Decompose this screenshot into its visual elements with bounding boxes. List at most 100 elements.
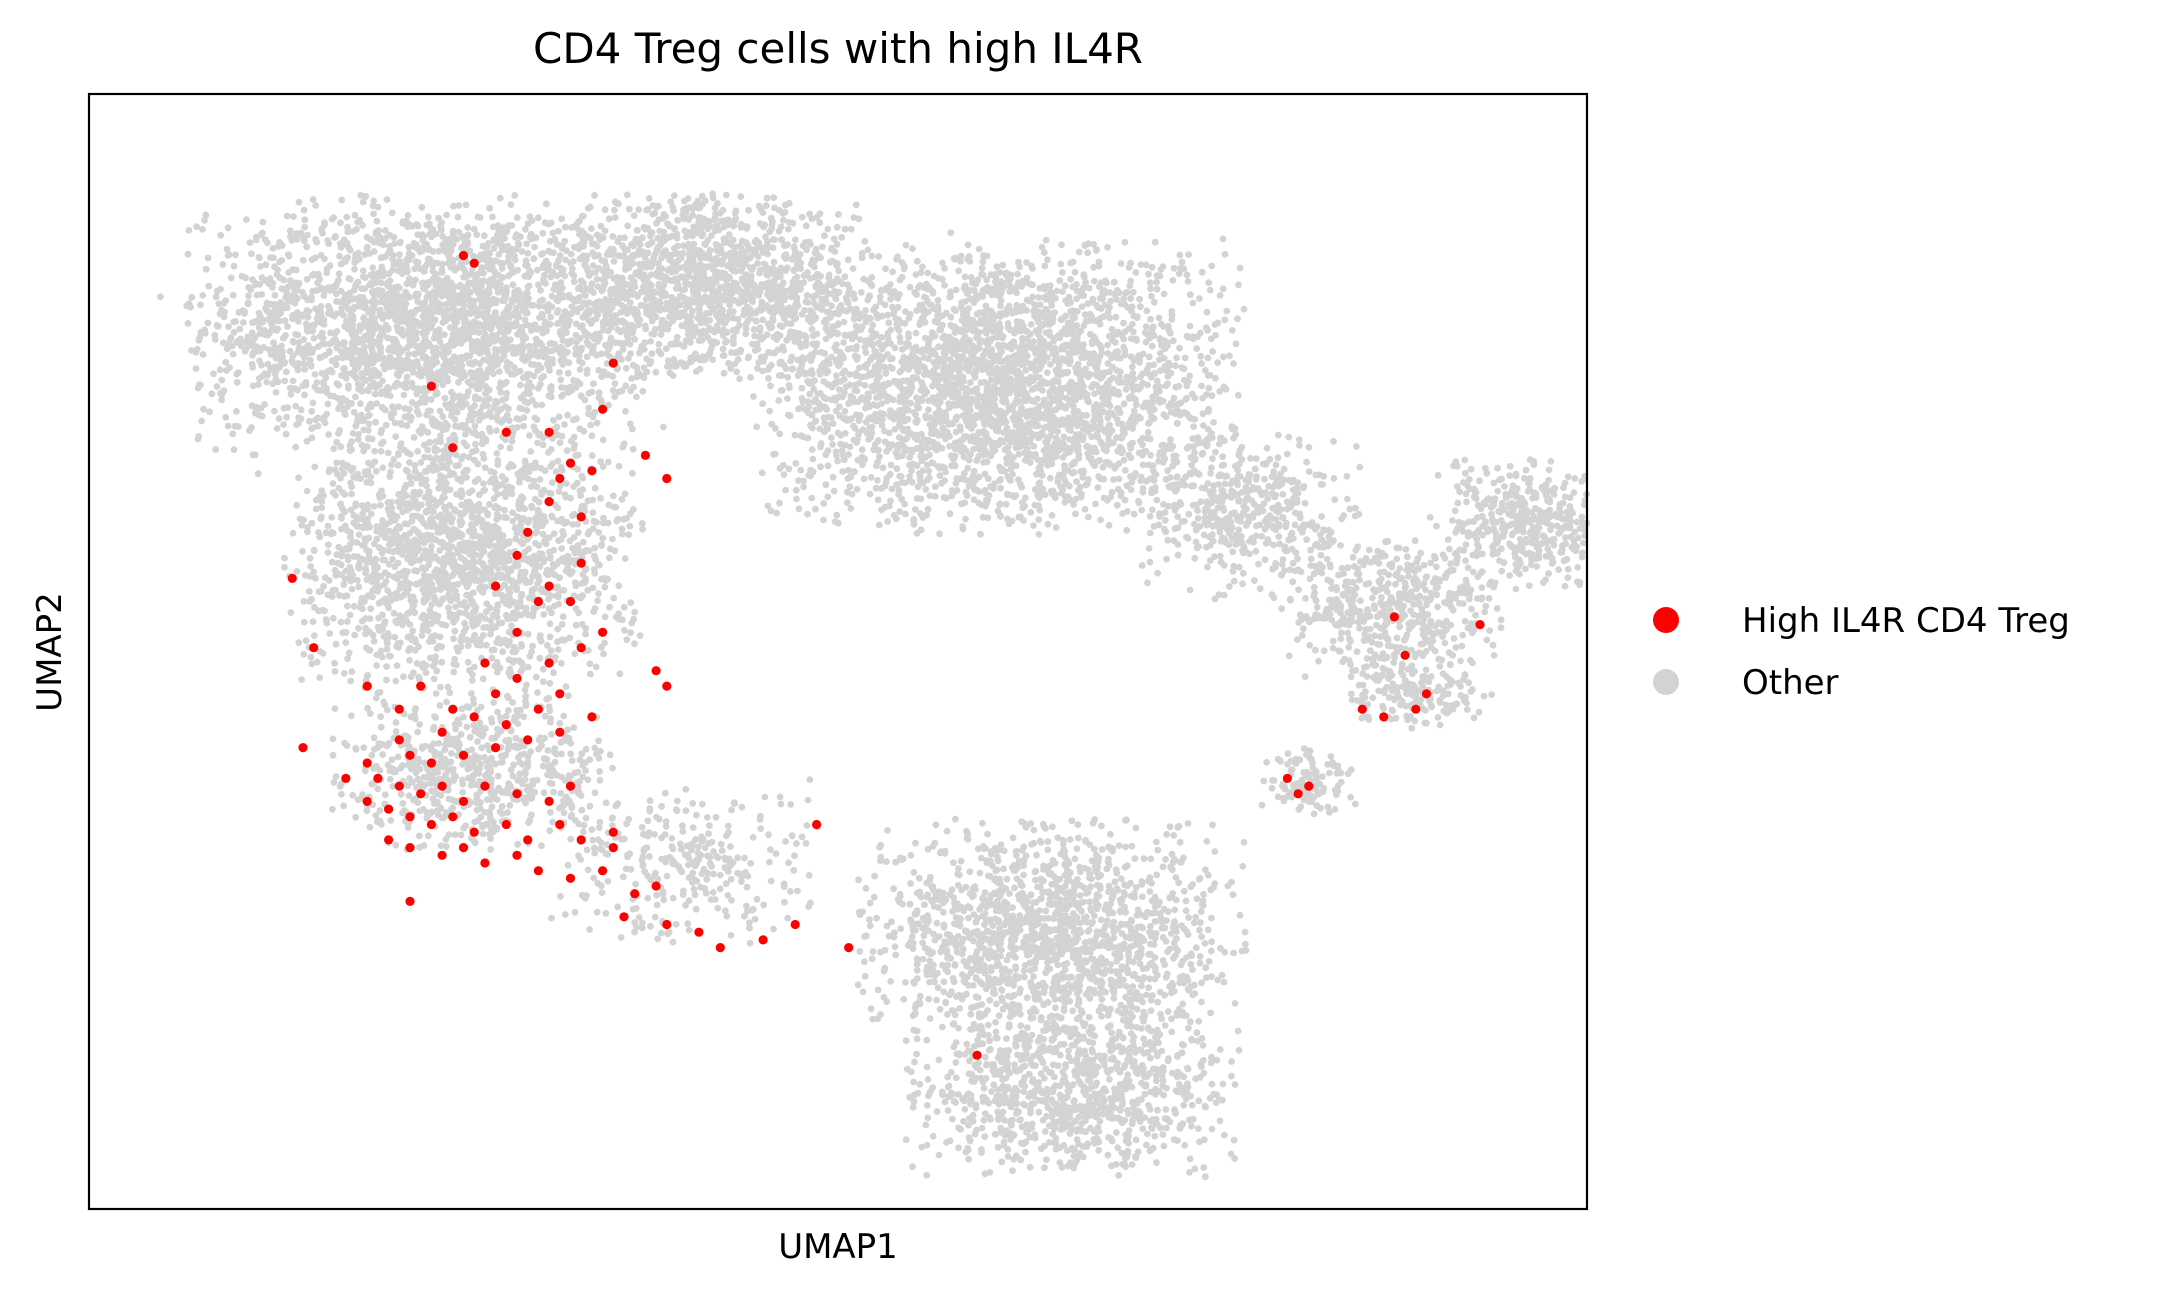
other-cell-point bbox=[457, 339, 465, 347]
other-cell-point bbox=[264, 239, 271, 247]
other-cell-point bbox=[783, 336, 791, 344]
other-cell-point bbox=[802, 298, 810, 306]
other-cell-point bbox=[243, 216, 250, 224]
other-cell-point bbox=[906, 283, 914, 291]
other-cell-point bbox=[538, 310, 546, 318]
other-cell-point bbox=[460, 398, 467, 406]
other-cell-point bbox=[347, 246, 354, 254]
other-cell-point bbox=[300, 360, 308, 368]
other-cell-point bbox=[310, 322, 318, 329]
other-cell-point bbox=[590, 380, 597, 387]
other-cell-point bbox=[337, 287, 345, 295]
other-cell-point bbox=[512, 296, 520, 304]
other-cell-point bbox=[217, 231, 225, 239]
other-cell-point bbox=[418, 203, 426, 211]
other-cell-point bbox=[336, 427, 344, 434]
other-cell-point bbox=[284, 323, 291, 330]
other-cell-point bbox=[297, 406, 305, 414]
other-cell-point bbox=[633, 316, 641, 324]
other-cell-point bbox=[398, 347, 406, 354]
other-cell-point bbox=[272, 389, 280, 396]
other-cell-point bbox=[345, 382, 352, 390]
other-cell-point bbox=[653, 203, 661, 211]
other-cell-point bbox=[602, 371, 610, 379]
other-cell-point bbox=[519, 374, 527, 382]
other-cell-point bbox=[558, 215, 566, 223]
other-cell-point bbox=[1054, 428, 1061, 435]
other-cell-point bbox=[616, 234, 624, 242]
other-cell-point bbox=[689, 324, 697, 332]
other-cell-point bbox=[967, 379, 974, 386]
other-cell-point bbox=[337, 348, 345, 355]
other-cell-point bbox=[369, 264, 377, 271]
other-cell-point bbox=[722, 282, 730, 290]
other-cell-point bbox=[487, 258, 494, 265]
other-cell-point bbox=[222, 358, 230, 366]
other-cell-point bbox=[414, 222, 422, 230]
other-cell-point bbox=[425, 213, 432, 221]
other-cell-point bbox=[339, 395, 346, 402]
other-cell-point bbox=[388, 209, 396, 217]
other-cell-point bbox=[343, 255, 350, 263]
other-cell-point bbox=[263, 378, 271, 386]
other-cell-point bbox=[518, 301, 525, 309]
other-cell-point bbox=[461, 319, 468, 327]
other-cell-point bbox=[510, 348, 517, 355]
other-cell-point bbox=[304, 313, 312, 321]
other-cell-point bbox=[295, 414, 303, 422]
other-cell-point bbox=[704, 333, 711, 341]
other-cell-point bbox=[558, 291, 566, 299]
other-cell-point bbox=[594, 311, 601, 319]
other-cell-point bbox=[640, 223, 648, 231]
other-cell-point bbox=[405, 249, 413, 257]
other-cell-point bbox=[529, 325, 536, 333]
other-cell-point bbox=[844, 256, 852, 264]
other-cell-point bbox=[439, 232, 446, 240]
other-cell-point bbox=[357, 299, 365, 306]
other-cell-point bbox=[778, 236, 786, 244]
other-cell-point bbox=[264, 308, 272, 316]
other-cell-point bbox=[312, 202, 320, 209]
other-cell-point bbox=[1208, 262, 1216, 270]
other-cell-point bbox=[322, 374, 330, 382]
other-cell-point bbox=[636, 241, 644, 248]
other-cell-point bbox=[403, 384, 410, 392]
other-cell-point bbox=[806, 390, 814, 398]
other-cell-point bbox=[286, 227, 294, 235]
other-cell-point bbox=[443, 376, 451, 384]
other-cell-point bbox=[553, 345, 560, 353]
other-cell-point bbox=[357, 355, 364, 363]
other-cell-point bbox=[390, 341, 398, 349]
other-cell-point bbox=[511, 290, 518, 298]
other-cell-point bbox=[451, 318, 459, 326]
other-cell-point bbox=[541, 279, 549, 286]
other-cell-point bbox=[626, 299, 634, 306]
other-cell-point bbox=[262, 261, 270, 269]
other-cell-point bbox=[844, 345, 852, 353]
other-cell-point bbox=[692, 368, 700, 375]
other-cell-point bbox=[501, 316, 508, 324]
other-cell-point bbox=[287, 390, 295, 398]
other-cell-point bbox=[490, 244, 498, 252]
other-cell-point bbox=[667, 265, 675, 272]
other-cell-point bbox=[641, 281, 649, 289]
other-cell-point bbox=[764, 502, 772, 510]
other-cell-point bbox=[752, 317, 760, 325]
other-cell-point bbox=[399, 270, 406, 278]
other-cell-point bbox=[330, 445, 338, 453]
other-cell-point bbox=[876, 293, 884, 301]
other-cell-point bbox=[378, 263, 386, 271]
other-cell-point bbox=[219, 339, 227, 347]
other-cell-point bbox=[240, 319, 247, 326]
other-cell-point bbox=[237, 342, 245, 350]
other-cell-point bbox=[665, 276, 673, 284]
other-cell-point bbox=[637, 288, 645, 296]
other-cell-point bbox=[941, 282, 948, 289]
other-cell-point bbox=[449, 288, 457, 296]
other-cell-point bbox=[349, 312, 357, 320]
other-cell-point bbox=[340, 371, 348, 378]
other-cell-point bbox=[540, 353, 548, 361]
other-cell-point bbox=[770, 258, 778, 266]
other-cell-point bbox=[787, 320, 795, 328]
other-cell-point bbox=[795, 339, 803, 347]
